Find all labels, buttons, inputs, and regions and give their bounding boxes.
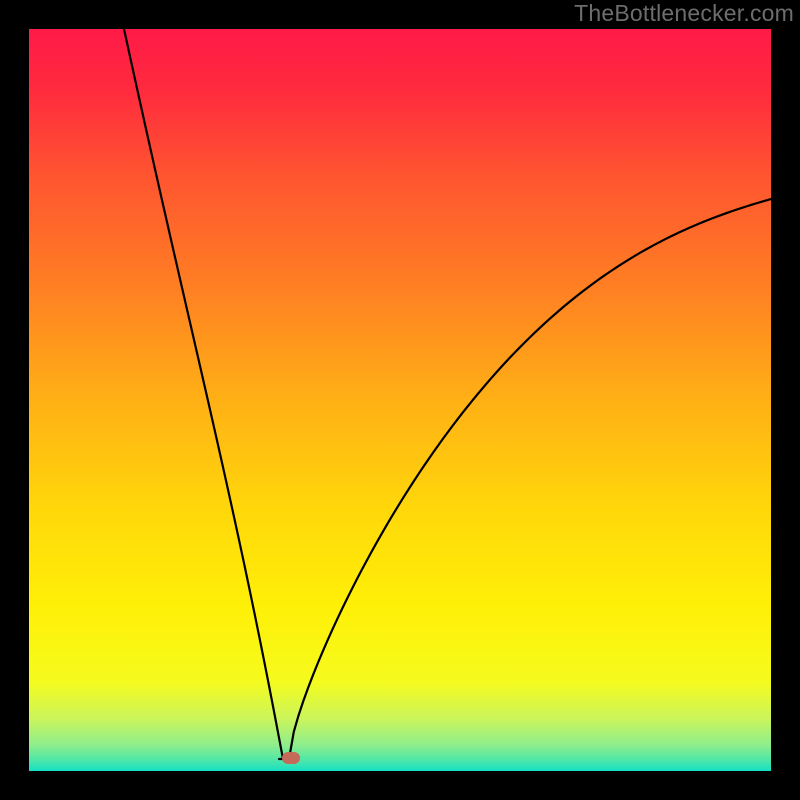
vertex-marker xyxy=(282,752,300,764)
gradient-background xyxy=(29,29,771,771)
watermark-text: TheBottlenecker.com xyxy=(574,0,794,27)
chart-frame: TheBottlenecker.com xyxy=(0,0,800,800)
plot-svg xyxy=(29,29,771,771)
plot-area xyxy=(29,29,771,771)
